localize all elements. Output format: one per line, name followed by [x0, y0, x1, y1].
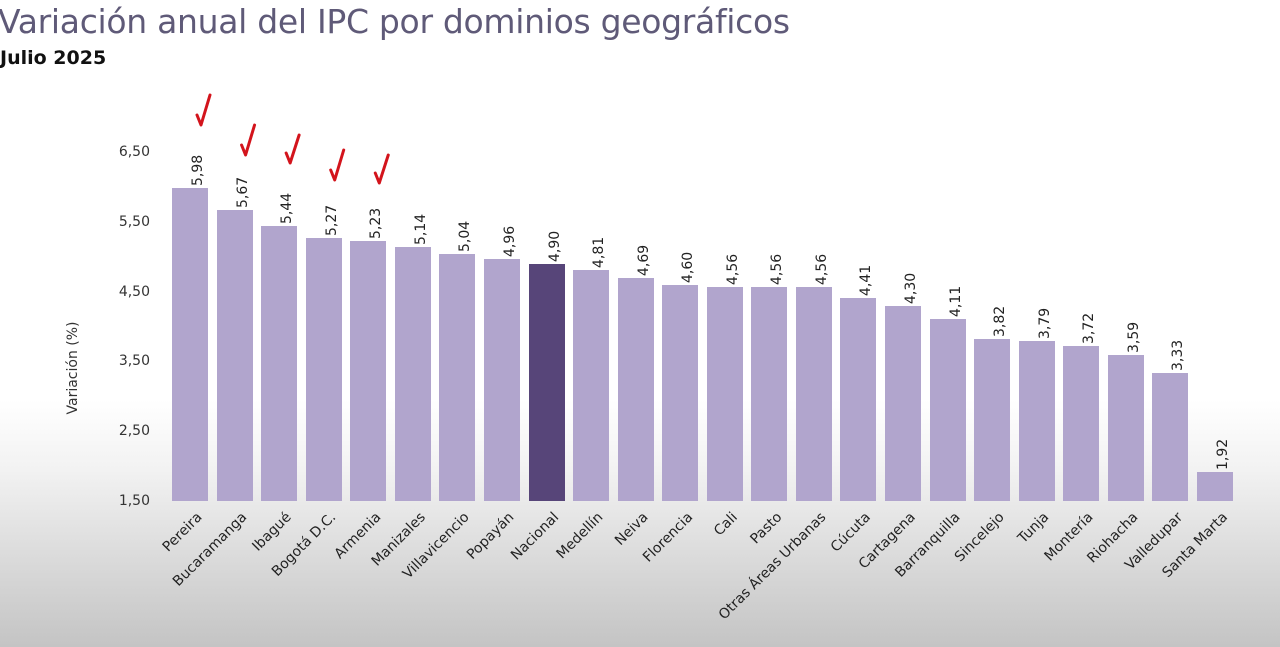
x-category-label: Neiva [611, 509, 652, 549]
check-marks-annotation [195, 93, 390, 185]
bar-riohacha[interactable] [1107, 355, 1144, 501]
chart-subtitle: Julio 2025 [0, 47, 107, 69]
bar-manizales[interactable] [394, 246, 431, 501]
bar-value-label: 4,11 [947, 285, 964, 317]
bar-value-label: 3,82 [992, 305, 1009, 338]
bar-value-label: 4,56 [813, 254, 830, 286]
bar-value-label: 4,81 [591, 236, 608, 268]
bar-armenia[interactable] [350, 240, 387, 501]
y-tick-label: 1,50 [118, 493, 150, 509]
bar-value-label: 4,41 [858, 264, 875, 296]
bar-value-label: 3,72 [1081, 312, 1098, 345]
bar-value-label: 3,59 [1125, 321, 1142, 354]
bar-otras-áreas-urbanas[interactable] [795, 287, 832, 501]
x-category-label: Medellín [553, 509, 607, 563]
bar-pereira[interactable] [172, 188, 208, 501]
bar-value-label: 3,79 [1036, 307, 1053, 340]
bar-pasto[interactable] [751, 287, 788, 501]
bar-value-label: 5,04 [457, 220, 474, 252]
x-category-label: Tunja [1015, 509, 1053, 547]
x-category-label: Pasto [747, 509, 786, 548]
bar-ibagué[interactable] [261, 225, 298, 501]
bar-florencia[interactable] [662, 284, 699, 501]
bar-value-label: 4,96 [501, 226, 518, 258]
check-mark-icon [195, 93, 212, 127]
bar-cúcuta[interactable] [840, 297, 877, 501]
bar-valledupar[interactable] [1152, 373, 1189, 501]
bar-barranquilla[interactable] [929, 318, 966, 501]
bar-villavicencio[interactable] [439, 253, 476, 501]
bar-cali[interactable] [706, 287, 743, 501]
check-mark-icon [373, 153, 390, 185]
bar-value-label: 5,23 [368, 207, 385, 239]
x-category-label: Nacional [508, 509, 563, 564]
chart-title: Variación anual del IPC por dominios geo… [0, 2, 790, 41]
x-category-label: Popayán [464, 509, 518, 563]
bar-bogotá-d-c-[interactable] [305, 237, 342, 501]
y-tick-label: 5,50 [118, 213, 150, 230]
bar-value-label: 4,69 [635, 245, 652, 277]
bar-tunja[interactable] [1018, 341, 1055, 501]
y-tick-label: 3,50 [118, 353, 150, 370]
bar-value-label: 5,27 [323, 204, 340, 236]
y-tick-label: 4,50 [118, 283, 150, 300]
y-tick-label: 2,50 [118, 423, 150, 440]
bar-value-label: 4,60 [680, 251, 697, 283]
bar-value-label: 3,33 [1170, 340, 1187, 372]
bar-value-label: 4,30 [903, 272, 920, 304]
y-axis-label: Variación (%) [65, 321, 81, 415]
bar-value-label: 1,92 [1215, 438, 1231, 470]
x-category-label: Cali [710, 509, 741, 540]
bar-cartagena[interactable] [885, 305, 922, 501]
check-mark-icon [329, 148, 346, 182]
bar-sincelejo[interactable] [974, 339, 1011, 501]
check-mark-icon [284, 133, 301, 165]
bar-medellín[interactable] [573, 269, 610, 501]
bar-santa-marta[interactable] [1197, 471, 1233, 501]
bar-neiva[interactable] [617, 278, 654, 501]
bar-value-label: 4,90 [546, 230, 563, 262]
y-tick-label: 6,50 [118, 144, 150, 160]
bar-value-label: 4,56 [724, 254, 741, 286]
bar-value-label: 5,14 [412, 213, 429, 245]
bar-montería[interactable] [1063, 346, 1100, 501]
check-mark-icon [240, 123, 257, 157]
bar-bucaramanga[interactable] [216, 209, 253, 501]
bar-popayán[interactable] [483, 259, 520, 501]
bar-nacional[interactable] [528, 263, 565, 501]
bar-value-label: 4,56 [769, 254, 786, 286]
